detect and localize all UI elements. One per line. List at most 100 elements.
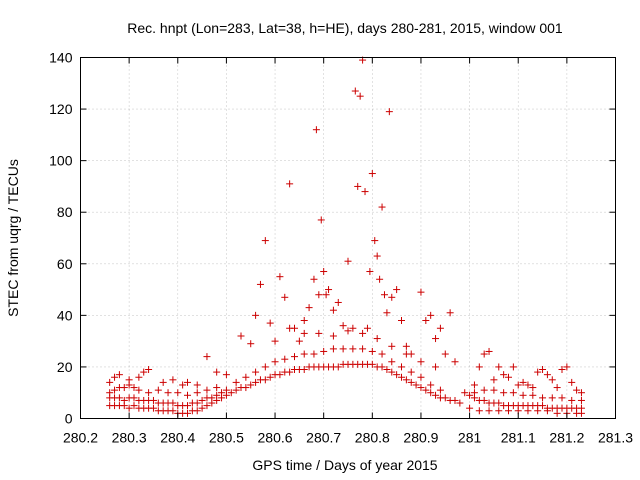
y-tick-label: 120 <box>49 101 73 117</box>
data-point <box>300 329 308 337</box>
data-point <box>371 237 379 245</box>
y-tick-label: 80 <box>57 204 73 220</box>
data-point <box>534 368 542 376</box>
data-point <box>427 381 435 389</box>
data-point <box>398 363 405 371</box>
data-point <box>145 389 153 397</box>
data-point <box>344 257 352 265</box>
data-point <box>383 309 391 317</box>
data-point <box>300 350 308 358</box>
data-point <box>427 389 435 397</box>
data-point <box>184 391 191 399</box>
data-point <box>154 386 162 394</box>
data-point <box>539 366 547 374</box>
data-point <box>300 317 308 325</box>
data-point <box>334 298 342 306</box>
data-point <box>222 371 230 379</box>
data-point <box>543 371 551 379</box>
data-point <box>276 371 284 379</box>
data-point <box>466 404 474 412</box>
data-point <box>320 347 328 355</box>
data-point <box>398 373 405 381</box>
data-point <box>422 317 430 325</box>
data-point <box>451 358 459 366</box>
data-points <box>106 56 585 417</box>
y-axis-label: STEC from uqrg / TECUs <box>5 159 21 317</box>
data-point <box>218 394 226 402</box>
data-point <box>276 273 284 281</box>
data-point <box>402 342 410 350</box>
data-point <box>149 404 157 412</box>
data-point <box>577 389 585 397</box>
data-point <box>480 386 488 394</box>
data-point <box>490 376 498 384</box>
data-point <box>505 407 512 415</box>
data-point <box>300 366 308 374</box>
data-point <box>193 399 201 407</box>
data-point <box>495 363 503 371</box>
data-point <box>125 404 133 412</box>
data-point <box>111 373 119 381</box>
data-point <box>461 389 469 397</box>
y-tick-label: 140 <box>49 50 73 66</box>
data-point <box>193 407 201 415</box>
data-point <box>402 350 410 358</box>
data-point <box>329 306 337 314</box>
data-point <box>529 391 537 399</box>
data-point <box>407 368 415 376</box>
data-point <box>149 396 157 404</box>
data-point <box>432 363 440 371</box>
data-point <box>310 275 318 283</box>
data-point <box>203 402 211 410</box>
grid <box>80 57 616 419</box>
data-point <box>470 389 478 397</box>
data-point <box>252 378 260 386</box>
data-point <box>378 363 386 371</box>
data-point <box>573 386 581 394</box>
data-point <box>130 394 138 402</box>
data-point <box>500 371 508 379</box>
x-tick-label: 281 <box>458 430 482 446</box>
data-point <box>198 404 206 412</box>
data-point <box>208 399 216 407</box>
data-point <box>140 368 148 376</box>
data-point <box>524 407 532 415</box>
data-point <box>242 373 250 381</box>
data-point <box>320 268 328 276</box>
data-point <box>436 324 444 332</box>
x-tick-label: 281.2 <box>549 430 584 446</box>
x-tick-label: 280.8 <box>355 430 390 446</box>
data-point <box>524 381 532 389</box>
data-point <box>529 384 537 392</box>
data-point <box>388 358 396 366</box>
data-point <box>329 332 337 340</box>
data-point <box>470 381 478 389</box>
data-point <box>422 386 430 394</box>
data-point <box>393 286 401 294</box>
data-point <box>271 358 279 366</box>
data-point <box>252 368 260 376</box>
data-point <box>568 378 576 386</box>
data-point <box>485 347 493 355</box>
data-point <box>388 368 396 376</box>
data-point <box>490 386 498 394</box>
data-point <box>412 381 420 389</box>
data-point <box>252 311 260 319</box>
data-point <box>227 389 235 397</box>
data-point <box>169 399 177 407</box>
data-point <box>193 389 201 397</box>
data-point <box>349 324 357 332</box>
data-point <box>344 327 352 335</box>
data-point <box>261 237 269 245</box>
data-point <box>184 378 191 386</box>
data-point <box>169 407 177 415</box>
data-point <box>213 384 221 392</box>
data-point <box>184 402 191 410</box>
data-point <box>427 311 435 319</box>
x-tick-label: 280.3 <box>112 430 147 446</box>
y-tick-label: 60 <box>57 256 73 272</box>
data-point <box>378 203 386 211</box>
data-point <box>385 108 393 116</box>
data-point <box>485 407 493 415</box>
